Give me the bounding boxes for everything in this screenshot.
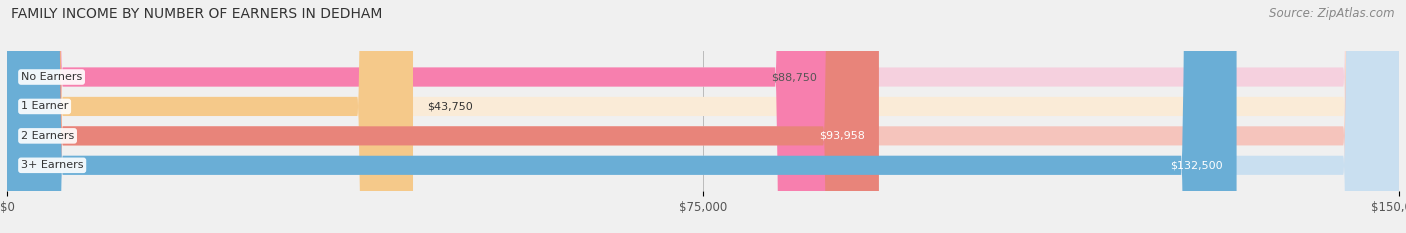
FancyBboxPatch shape (7, 0, 879, 233)
Text: 1 Earner: 1 Earner (21, 101, 69, 111)
Text: No Earners: No Earners (21, 72, 82, 82)
Text: $88,750: $88,750 (770, 72, 817, 82)
Text: $93,958: $93,958 (820, 131, 865, 141)
Text: $43,750: $43,750 (427, 101, 472, 111)
FancyBboxPatch shape (7, 0, 1399, 233)
FancyBboxPatch shape (7, 0, 1399, 233)
Text: FAMILY INCOME BY NUMBER OF EARNERS IN DEDHAM: FAMILY INCOME BY NUMBER OF EARNERS IN DE… (11, 7, 382, 21)
Text: 3+ Earners: 3+ Earners (21, 160, 83, 170)
FancyBboxPatch shape (7, 0, 413, 233)
Text: $132,500: $132,500 (1170, 160, 1223, 170)
FancyBboxPatch shape (7, 0, 831, 233)
FancyBboxPatch shape (7, 0, 1399, 233)
FancyBboxPatch shape (7, 0, 1237, 233)
FancyBboxPatch shape (7, 0, 1399, 233)
Text: Source: ZipAtlas.com: Source: ZipAtlas.com (1270, 7, 1395, 20)
Text: 2 Earners: 2 Earners (21, 131, 75, 141)
